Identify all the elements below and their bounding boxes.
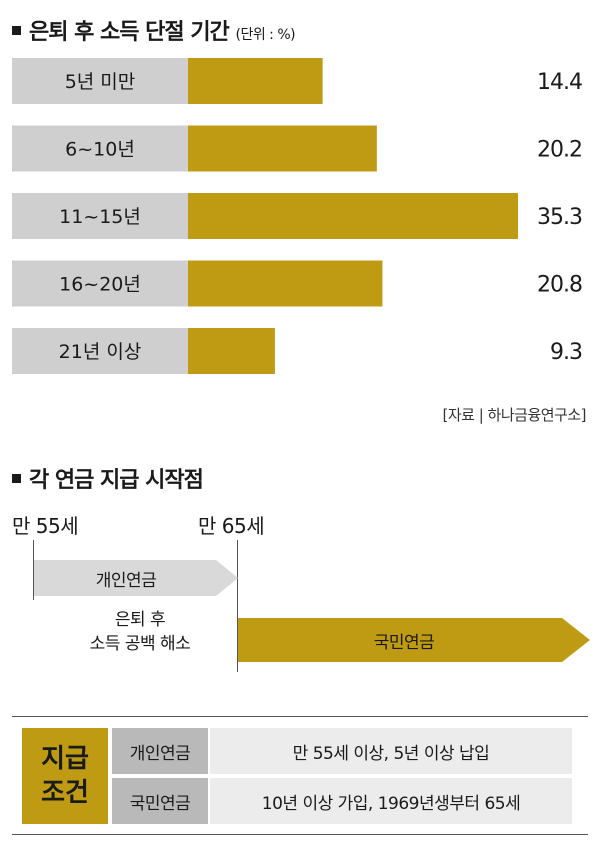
arrow-national-label: 국민연금 [373,632,435,653]
category-label-box [12,260,188,307]
bar [188,193,518,239]
category-label: 21년 이상 [59,341,142,363]
value-label: 14.4 [537,70,582,95]
condition-row-personal: 개인연금 만 55세 이상, 5년 이상 납입 [112,728,572,774]
timeline-marker-55 [33,540,34,600]
category-label: 5년 미만 [65,71,136,93]
value-label: 20.8 [537,273,582,298]
value-label: 9.3 [550,340,582,365]
bar [188,58,323,104]
income-gap-note: 은퇴 후 소득 공백 해소 [50,608,230,656]
chart-source: [자료 | 하나금융연구소] [442,406,587,424]
condition-row-national: 국민연금 10년 이상 가입, 1969년생부터 65세 [112,778,572,824]
condition-value: 만 55세 이상, 5년 이상 납입 [210,728,572,774]
value-label: 20.2 [537,138,582,163]
pension-section-title: 각 연금 지급 시작점 [12,462,204,494]
gap-note-line2: 소득 공백 해소 [89,634,191,654]
category-label: 6~10년 [65,139,135,161]
arrow-personal-label: 개인연금 [95,570,157,591]
age-label-65: 만 65세 [198,514,265,538]
condition-name: 국민연금 [112,778,208,824]
timeline-marker-65 [237,540,238,672]
category-label-box [12,193,188,239]
bar-chart: 5년 미만 14.4 6~10년 20.2 11~15년 35.3 16~20년 20.8 21… [12,58,583,374]
chart-title: 은퇴 후 소득 단절 기간 (단위 : %) [12,14,296,46]
arrow-national-pension: 국민연금 [238,618,590,662]
bar [188,125,377,172]
chart-title-text: 은퇴 후 소득 단절 기간 [29,20,230,45]
condition-name: 개인연금 [112,728,208,774]
pension-title-text: 각 연금 지급 시작점 [29,468,204,493]
gap-note-line1: 은퇴 후 [114,610,166,630]
category-label-box [12,58,188,104]
category-label: 16~20년 [59,274,141,296]
conditions-title-line1: 지급 [41,744,89,774]
value-label: 35.3 [537,205,582,230]
chart-unit: (단위 : %) [235,27,296,43]
arrow-personal-pension: 개인연금 [34,560,238,596]
conditions-top-rule [12,716,588,717]
category-label-box [12,125,188,172]
square-bullet-icon [12,25,21,35]
category-label: 11~15년 [59,206,141,228]
age-label-55: 만 55세 [12,514,79,538]
conditions-title: 지급 조건 [22,728,108,824]
condition-value: 10년 이상 가입, 1969년생부터 65세 [210,778,572,824]
bar [188,260,383,307]
category-label-box [12,328,188,374]
square-bullet-icon [12,473,21,483]
bar [188,328,275,374]
conditions-bottom-rule [12,834,588,835]
conditions-title-line2: 조건 [41,778,89,808]
